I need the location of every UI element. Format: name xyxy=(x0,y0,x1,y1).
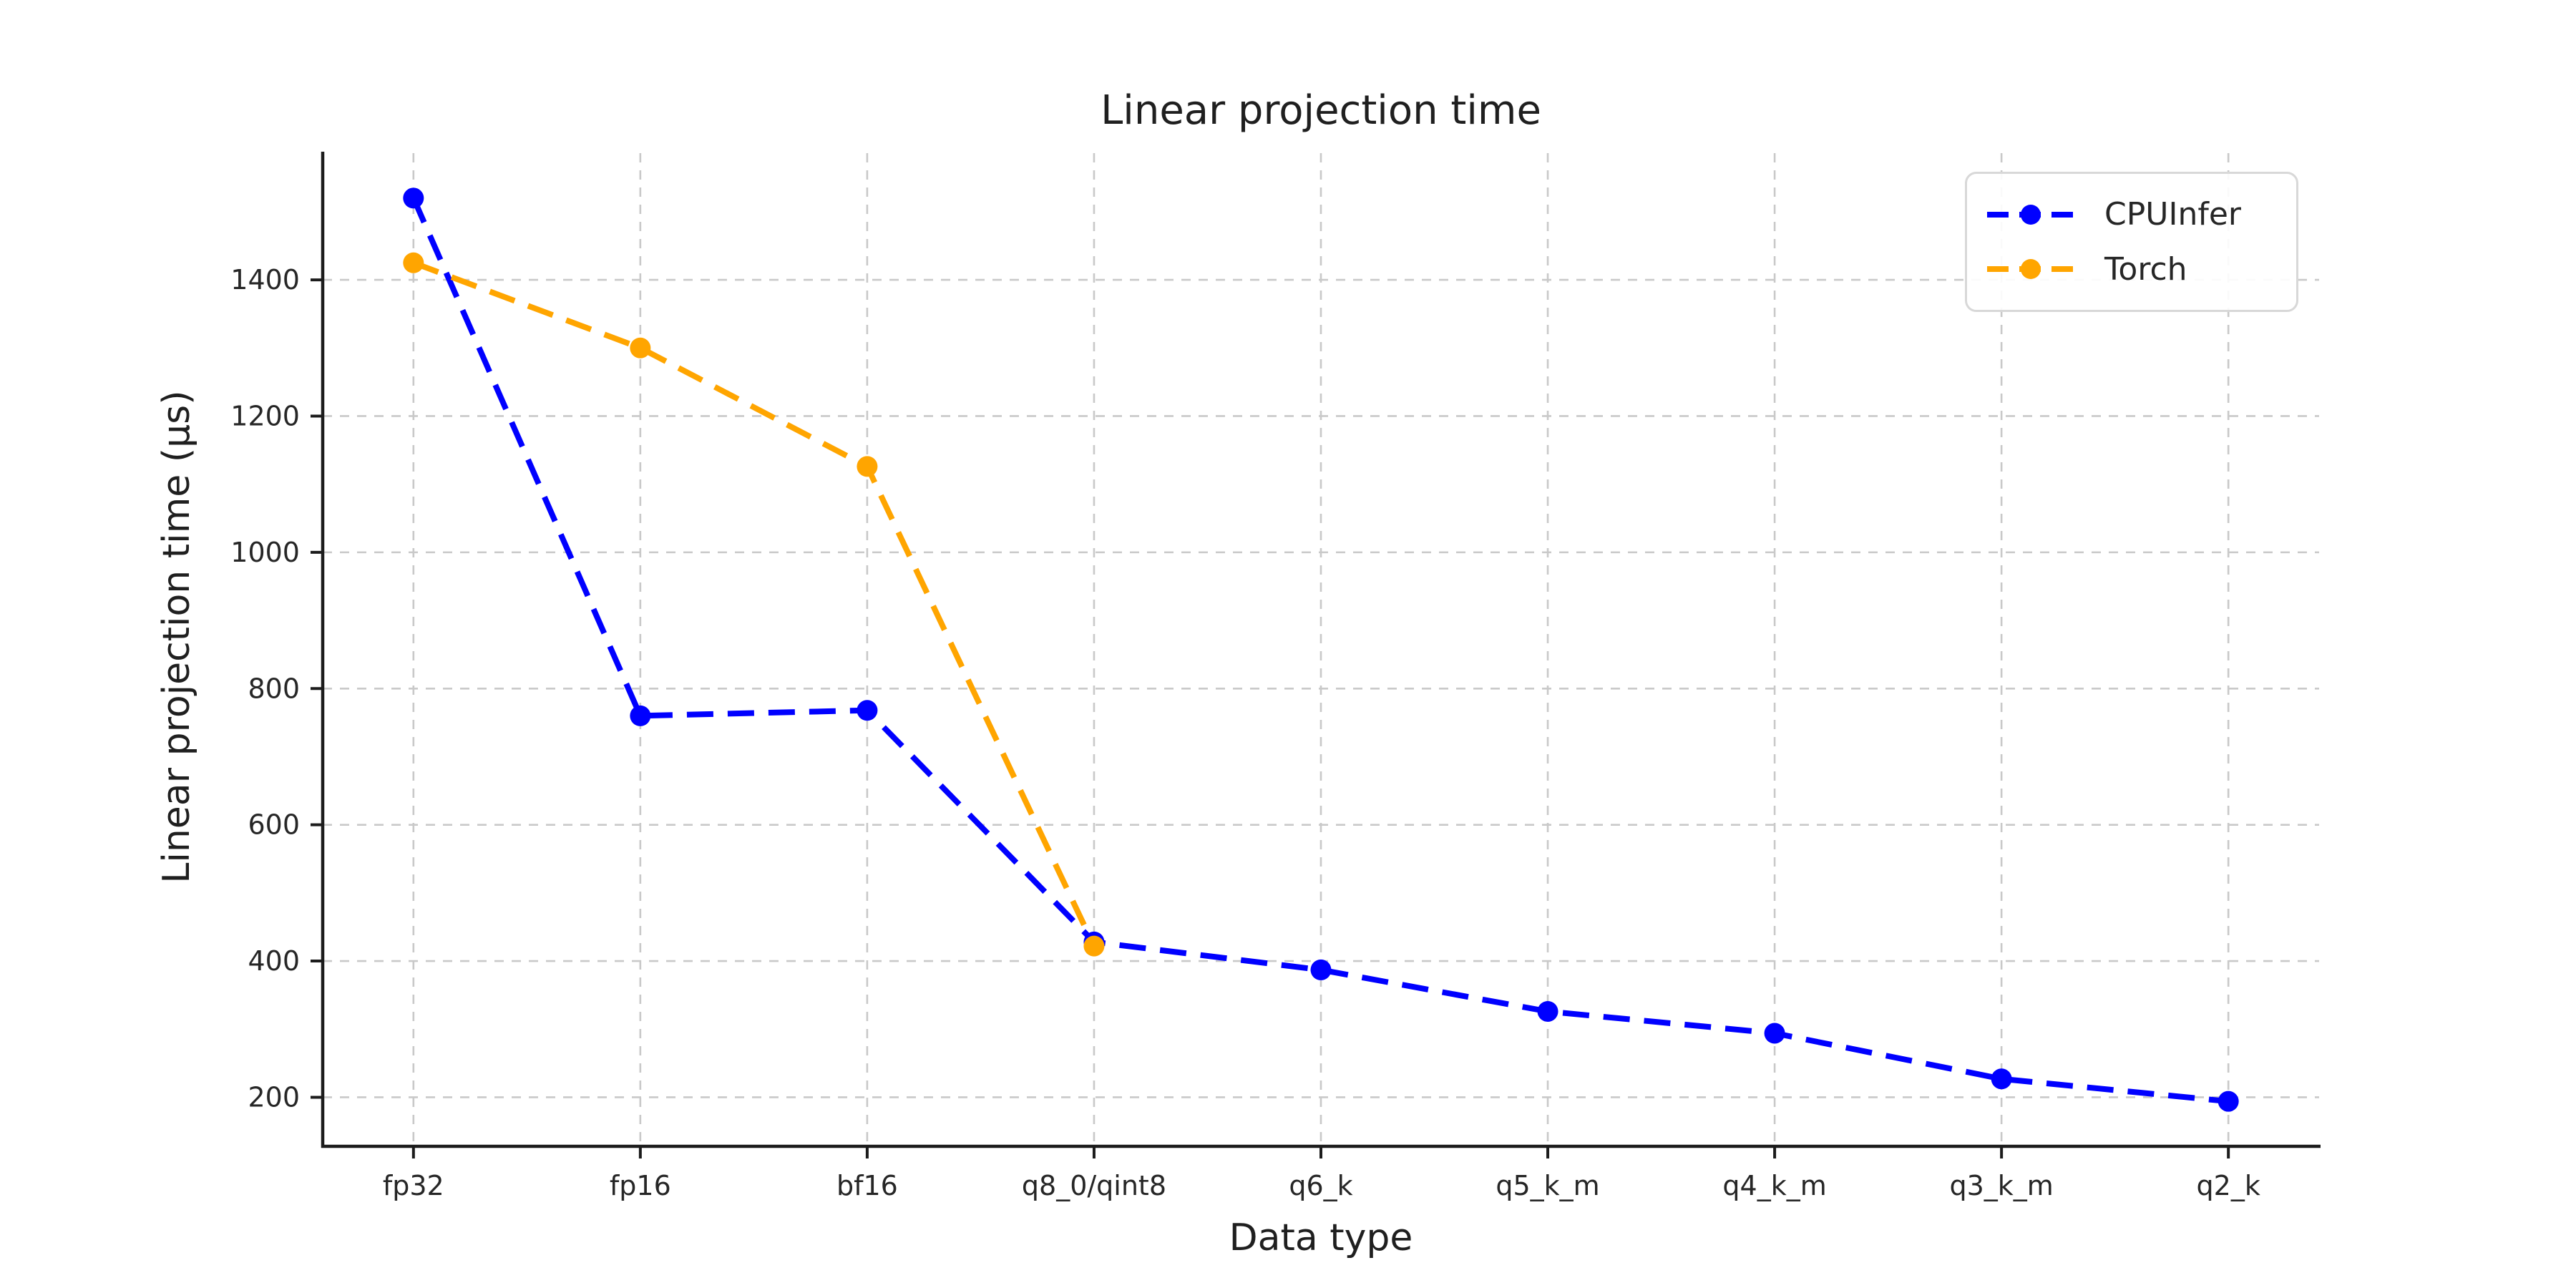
x-tick-label-fp32: fp32 xyxy=(383,1170,444,1201)
series-line-cpuinfer xyxy=(411,197,2229,1105)
x-tick-label-q5_k_m: q5_k_m xyxy=(1496,1170,1599,1201)
tick-labels: fp32 fp16 bf16 q8_0/qint8 q6_k q5_k_m q4_k_m q3… xyxy=(230,264,2260,1201)
data-point-torch-fp16 xyxy=(630,337,651,358)
data-point-torch-fp32 xyxy=(403,252,424,273)
data-point-cpuinfer-fp32 xyxy=(403,187,424,209)
data-point-cpuinfer-bf16 xyxy=(857,700,878,721)
x-tick-label-q3_k_m: q3_k_m xyxy=(1949,1170,2053,1201)
y-tick-label-1200: 1200 xyxy=(230,400,300,431)
legend-sample-line-cpuinfer xyxy=(1987,204,2074,225)
legend-sample-line-torch xyxy=(1987,259,2074,280)
series-cpuinfer xyxy=(403,187,2239,1112)
data-point-cpuinfer-q5_k_m xyxy=(1537,1001,1558,1023)
x-tick-label-q2_k: q2_k xyxy=(2197,1170,2260,1201)
x-tick-label-fp16: fp16 xyxy=(610,1170,671,1201)
y-tick-label-1400: 1400 xyxy=(230,264,300,296)
data-point-cpuinfer-q2_k xyxy=(2218,1091,2239,1112)
legend-item-torch: Torch xyxy=(1986,251,2278,288)
data-point-cpuinfer-fp16 xyxy=(630,705,651,726)
y-tick-label-600: 600 xyxy=(248,809,300,841)
x-tick-label-q6_k: q6_k xyxy=(1289,1170,1352,1201)
legend-label-cpuinfer: CPUInfer xyxy=(2104,196,2241,233)
tick-marks xyxy=(311,278,2230,1158)
legend-item-cpuinfer: CPUInfer xyxy=(1986,196,2278,233)
series-line-torch xyxy=(412,260,1097,947)
y-tick-label-400: 400 xyxy=(248,945,300,977)
chart-title: Linear projection time xyxy=(1101,87,1541,134)
data-point-cpuinfer-q3_k_m xyxy=(1991,1068,2012,1090)
legend-label-torch: Torch xyxy=(2104,250,2187,288)
series-torch xyxy=(403,252,1105,957)
y-tick-label-800: 800 xyxy=(248,673,300,704)
x-tick-label-bf16: bf16 xyxy=(836,1170,898,1201)
y-tick-label-1000: 1000 xyxy=(230,537,300,568)
legend: CPUInfer Torch xyxy=(1965,172,2298,312)
y-axis-label: Linear projection time (µs) xyxy=(155,390,198,884)
x-axis-label: Data type xyxy=(1229,1216,1413,1259)
data-point-cpuinfer-q6_k xyxy=(1310,959,1332,980)
x-tick-label-q4_k_m: q4_k_m xyxy=(1722,1170,1826,1201)
data-point-torch-bf16 xyxy=(857,456,878,477)
data-point-cpuinfer-q4_k_m xyxy=(1764,1023,1785,1044)
data-point-torch-q8_0/qint8 xyxy=(1083,935,1105,957)
x-tick-label-q8_0/qint8: q8_0/qint8 xyxy=(1022,1170,1166,1201)
y-tick-label-200: 200 xyxy=(248,1081,300,1113)
